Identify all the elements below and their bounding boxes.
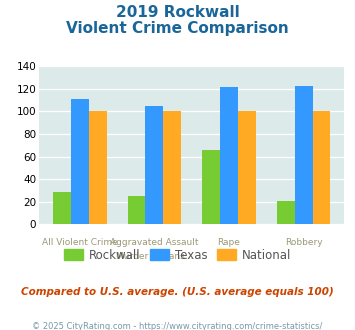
Text: Rape: Rape	[218, 238, 240, 247]
Bar	[163, 111, 181, 224]
Bar	[89, 111, 106, 224]
Bar	[238, 111, 256, 224]
Bar	[312, 111, 331, 224]
Text: Violent Crime Comparison: Violent Crime Comparison	[66, 21, 289, 36]
Text: Compared to U.S. average. (U.S. average equals 100): Compared to U.S. average. (U.S. average …	[21, 287, 334, 297]
Text: © 2025 CityRating.com - https://www.cityrating.com/crime-statistics/: © 2025 CityRating.com - https://www.city…	[32, 322, 323, 330]
Bar	[202, 150, 220, 224]
Bar	[146, 106, 163, 224]
Bar	[71, 99, 89, 224]
Text: Murder & Mans...: Murder & Mans...	[116, 252, 193, 261]
Bar	[127, 196, 146, 224]
Text: 2019 Rockwall: 2019 Rockwall	[116, 5, 239, 20]
Bar	[220, 87, 238, 224]
Text: Aggravated Assault: Aggravated Assault	[110, 238, 199, 247]
Text: Robbery: Robbery	[285, 238, 322, 247]
Text: All Violent Crime: All Violent Crime	[42, 238, 118, 247]
Legend: Rockwall, Texas, National: Rockwall, Texas, National	[59, 244, 296, 266]
Bar	[53, 192, 71, 224]
Bar	[295, 86, 312, 224]
Bar	[277, 201, 295, 224]
